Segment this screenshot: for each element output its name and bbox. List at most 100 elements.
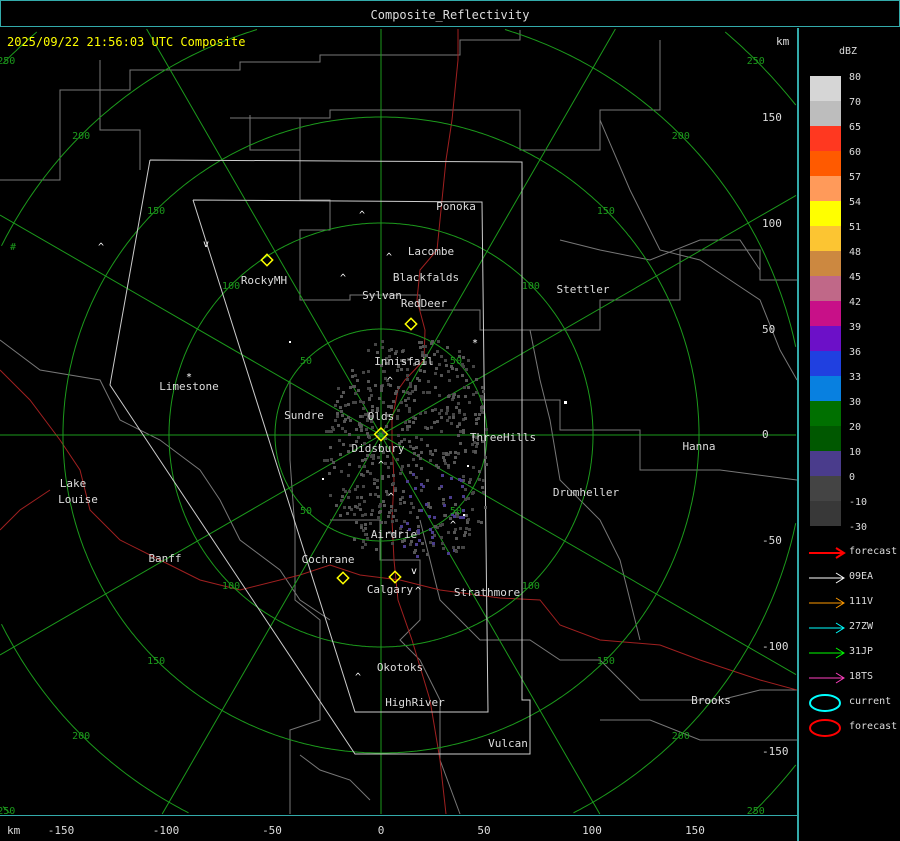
echo-pixel <box>424 411 427 414</box>
echo-pixel <box>402 490 405 493</box>
radar-site-icon[interactable] <box>260 253 274 267</box>
echo-pixel <box>458 478 461 481</box>
echo-pixel <box>461 363 464 366</box>
radar-site-icon[interactable] <box>373 426 389 442</box>
echo-pixel <box>359 415 362 418</box>
radar-map-canvas[interactable]: 50 50 50 50 100 100 100 100 150 150 150 150 200 200 20… <box>0 28 797 815</box>
echo-pixel <box>355 521 358 524</box>
legend-swatch <box>810 501 841 526</box>
ring-label: 250 <box>747 806 765 815</box>
echo-pixel <box>446 406 449 409</box>
echo-pixel <box>340 410 343 413</box>
echo-pixel <box>447 370 450 373</box>
echo-pixel <box>399 498 402 501</box>
radar-site-icon[interactable] <box>336 571 350 585</box>
echo-pixel <box>334 404 337 407</box>
city-label: Olds <box>368 410 395 423</box>
echo-pixel <box>409 471 412 474</box>
echo-pixel <box>403 545 406 548</box>
echo-pixel <box>420 438 423 441</box>
ring-label: 250 <box>747 56 765 67</box>
ring-label: 150 <box>147 656 165 667</box>
radar-site-icon[interactable] <box>388 570 402 584</box>
echo-pixel <box>412 421 415 424</box>
echo-pixel <box>374 343 377 346</box>
echo-pixel <box>332 461 335 464</box>
echo-pixel <box>363 500 366 503</box>
echo-pixel <box>357 436 360 439</box>
echo-pixel <box>371 454 374 457</box>
echo-pixel <box>468 528 471 531</box>
echo-pixel <box>452 416 455 419</box>
echo-pixel <box>376 407 379 410</box>
echo-pixel <box>436 420 439 423</box>
x-tick-label: 50 <box>477 824 491 837</box>
city-label: Didsbury <box>352 442 405 455</box>
echo-pixel <box>344 418 347 421</box>
echo-pixel <box>464 498 467 501</box>
echo-pixel <box>369 389 372 392</box>
echo-pixel <box>384 377 387 380</box>
echo-pixel <box>342 391 345 394</box>
echo-pixel <box>328 472 331 475</box>
echo-pixel <box>451 367 454 370</box>
echo-pixel <box>445 364 448 367</box>
legend-scale-label: 48 <box>849 247 862 258</box>
echo-pixel <box>462 365 465 368</box>
echo-pixel <box>457 395 460 398</box>
radar-site-icon[interactable] <box>404 317 418 331</box>
svg-text:#: # <box>10 242 16 253</box>
echo-pixel <box>383 504 386 507</box>
echo-pixel <box>408 410 411 413</box>
city-label: Strathmore <box>454 586 520 599</box>
echo-pixel <box>406 378 409 381</box>
echo-pixel <box>403 438 406 441</box>
legend-scale-label: 39 <box>849 322 862 333</box>
echo-pixel <box>477 417 480 420</box>
legend-swatch <box>810 451 841 476</box>
echo-pixel <box>344 490 347 493</box>
echo-pixel <box>362 401 365 404</box>
echo-pixel <box>427 505 430 508</box>
ring-label: 50 <box>300 356 312 367</box>
legend-swatch <box>810 76 841 101</box>
echo-pixel <box>458 423 461 426</box>
echo-pixel <box>409 445 412 448</box>
echo-pixel <box>337 387 340 390</box>
echo-pixel <box>457 434 460 437</box>
legend-scale-label: 33 <box>849 372 862 383</box>
echo-pixel <box>374 384 377 387</box>
echo-pixel <box>354 505 357 508</box>
echo-pixel <box>447 466 450 469</box>
echo-pixel <box>330 458 333 461</box>
echo-pixel <box>373 478 376 481</box>
range-ring <box>1 29 797 814</box>
echo-pixel <box>380 364 383 367</box>
echo-pixel <box>406 480 409 483</box>
echo-pixel <box>361 459 364 462</box>
echo-pixel <box>369 472 372 475</box>
echo-pixel <box>415 436 418 439</box>
ring-label: 200 <box>672 131 690 142</box>
echo-pixel <box>369 522 372 525</box>
timestamp-label: 2025/09/22 21:56:03 UTC Composite <box>7 35 246 49</box>
legend-swatch <box>810 301 841 326</box>
echo-pixel <box>388 355 391 358</box>
echo-pixel <box>482 390 485 393</box>
echo-pixel <box>381 346 384 349</box>
echo-pixel <box>418 509 421 512</box>
legend-scale-label: 65 <box>849 122 862 133</box>
legend-swatch <box>810 226 841 251</box>
echo-pixel <box>362 371 365 374</box>
county-boundaries <box>0 30 797 815</box>
legend-swatch <box>810 476 841 501</box>
track-legend-label: 31JP <box>849 646 874 657</box>
echo-pixel <box>404 421 407 424</box>
track-legend-label: 27ZW <box>849 621 874 632</box>
radar-map[interactable]: 50 50 50 50 100 100 100 100 150 150 150 150 200 200 20… <box>0 28 798 815</box>
echo-pixel <box>459 442 462 445</box>
legend-swatch <box>810 176 841 201</box>
echo-pixel <box>340 470 343 473</box>
echo-pixel <box>387 414 390 417</box>
echo-pixel <box>462 429 465 432</box>
